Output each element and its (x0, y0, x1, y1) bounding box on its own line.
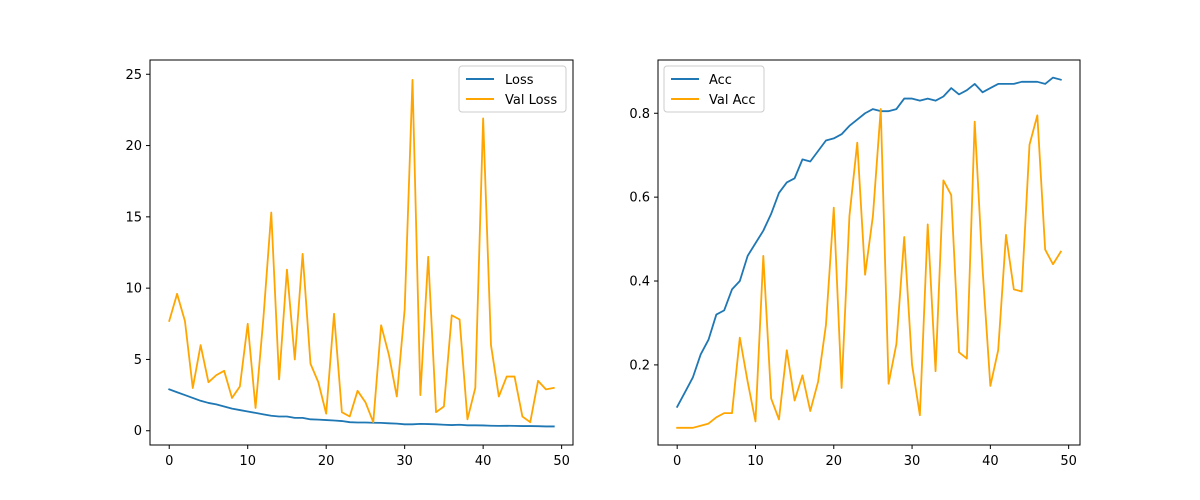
loss-x-tick-label: 50 (553, 454, 570, 469)
accuracy-legend-box (663, 65, 765, 113)
accuracy-x-tick-label: 0 (673, 454, 681, 469)
loss-x-tick-label: 20 (318, 454, 335, 469)
legend-label-acc: Acc (709, 73, 732, 88)
loss-x-tick-label: 40 (475, 454, 492, 469)
accuracy-y-axis: 0.2 0.4 0.6 0.8 (629, 107, 658, 373)
legend-label-val-acc: Val Acc (709, 93, 756, 108)
loss-y-tick-label: 5 (134, 353, 142, 368)
accuracy-x-tick-label: 20 (825, 454, 842, 469)
loss-y-tick-label: 20 (125, 139, 142, 154)
series-line-acc (675, 76, 1062, 409)
legend-label-val-loss: Val Loss (505, 93, 557, 108)
accuracy-y-tick-label: 0.6 (629, 191, 650, 206)
legend-label-loss: Loss (505, 73, 534, 88)
loss-series-lines (168, 79, 555, 428)
accuracy-x-axis: 0 10 20 30 40 50 (673, 445, 1077, 469)
series-line-val-loss (168, 79, 555, 424)
loss-x-axis: 0 10 20 30 40 50 (165, 445, 570, 469)
accuracy-series-lines (675, 76, 1063, 429)
accuracy-legend: Acc Val Acc (663, 65, 765, 113)
loss-y-axis: 0 5 10 15 20 25 (125, 68, 150, 439)
loss-legend: Loss Val Loss (458, 65, 567, 113)
accuracy-y-tick-label: 0.8 (629, 107, 650, 122)
loss-chart: 0 10 20 30 40 50 0 5 10 15 20 25 Loss Val Loss (125, 59, 574, 469)
accuracy-y-tick-label: 0.2 (629, 358, 650, 373)
loss-chart-frame (149, 59, 574, 446)
accuracy-y-tick-label: 0.4 (629, 275, 650, 290)
loss-x-tick-label: 30 (396, 454, 413, 469)
loss-y-tick-label: 25 (125, 68, 142, 83)
loss-y-tick-label: 0 (134, 424, 142, 439)
accuracy-chart-frame (657, 59, 1081, 446)
loss-y-tick-label: 10 (125, 282, 142, 297)
series-line-loss (168, 388, 555, 428)
accuracy-x-tick-label: 50 (1060, 454, 1077, 469)
accuracy-x-tick-label: 40 (982, 454, 999, 469)
accuracy-chart: 0 10 20 30 40 50 0.2 0.4 0.6 0.8 Acc Val Acc (629, 59, 1081, 469)
series-line-val-acc (676, 108, 1063, 429)
loss-x-tick-label: 10 (239, 454, 256, 469)
loss-y-tick-label: 15 (125, 210, 142, 225)
accuracy-x-tick-label: 30 (904, 454, 921, 469)
loss-legend-box (458, 65, 567, 113)
loss-x-tick-label: 0 (165, 454, 173, 469)
accuracy-x-tick-label: 10 (747, 454, 764, 469)
